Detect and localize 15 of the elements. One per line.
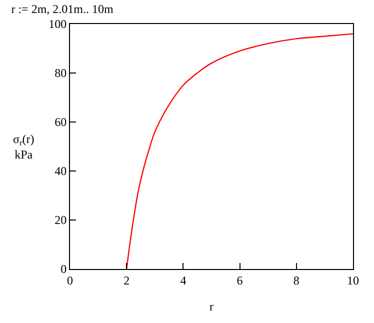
x-tick-label: 10 bbox=[347, 273, 359, 288]
y-tick-label: 60 bbox=[54, 115, 67, 130]
y-tick-label: 80 bbox=[54, 66, 67, 80]
y-tick-label: 0 bbox=[60, 262, 67, 276]
y-tick-label: 40 bbox=[54, 164, 67, 178]
x-tick-label: 6 bbox=[236, 273, 243, 288]
x-tick-label: 8 bbox=[293, 273, 300, 288]
x-axis-title: r bbox=[210, 299, 214, 314]
chart-title: r := 2m, 2.01m.. 10m bbox=[11, 2, 114, 16]
y-axis-title: σ$_{r}$(r) kPa bbox=[13, 132, 34, 162]
x-tick-label: 2 bbox=[124, 273, 130, 288]
y-tick-label: 100 bbox=[48, 17, 67, 32]
x-tick-label: 4 bbox=[180, 273, 186, 288]
y-tick-label: 20 bbox=[54, 213, 67, 228]
line-series bbox=[126, 33, 353, 269]
